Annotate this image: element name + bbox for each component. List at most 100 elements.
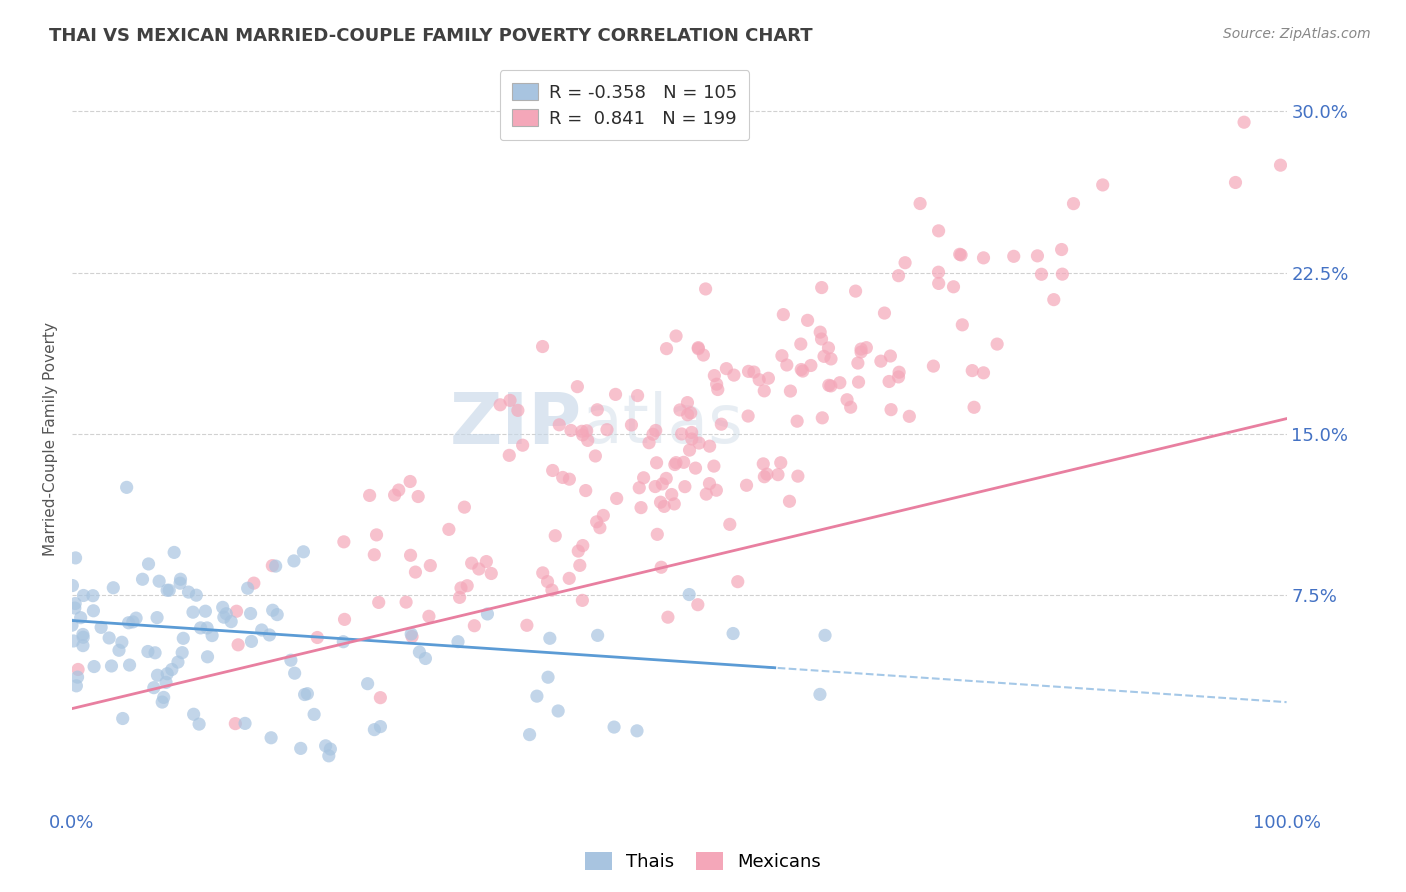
Point xyxy=(284,666,307,681)
Point xyxy=(498,448,520,462)
Point xyxy=(366,528,388,542)
Point xyxy=(115,480,138,494)
Point xyxy=(855,341,877,355)
Point xyxy=(571,428,593,442)
Point xyxy=(215,607,238,621)
Point xyxy=(669,403,692,417)
Point xyxy=(592,508,614,523)
Point xyxy=(703,368,725,383)
Point xyxy=(737,364,759,378)
Point xyxy=(877,375,900,389)
Point xyxy=(626,388,648,402)
Point xyxy=(664,497,686,511)
Point xyxy=(814,628,837,642)
Point xyxy=(735,478,758,492)
Point xyxy=(318,748,340,763)
Point xyxy=(849,345,872,359)
Point xyxy=(644,424,666,438)
Point xyxy=(384,488,406,502)
Point xyxy=(688,342,710,356)
Point xyxy=(148,574,170,589)
Point xyxy=(1233,115,1256,129)
Point xyxy=(536,574,558,589)
Point xyxy=(399,475,422,489)
Point xyxy=(183,707,205,722)
Point xyxy=(1026,249,1049,263)
Legend: Thais, Mexicans: Thais, Mexicans xyxy=(578,846,828,879)
Point xyxy=(928,277,950,291)
Point xyxy=(260,731,283,745)
Point xyxy=(586,402,609,417)
Point xyxy=(181,605,204,619)
Point xyxy=(499,393,522,408)
Point xyxy=(737,409,759,423)
Point xyxy=(887,268,910,283)
Point xyxy=(567,544,589,558)
Point xyxy=(186,588,208,602)
Point xyxy=(169,572,191,586)
Point xyxy=(150,695,173,709)
Point xyxy=(333,534,356,549)
Point xyxy=(835,392,858,407)
Point xyxy=(195,621,218,635)
Point xyxy=(638,435,661,450)
Point xyxy=(356,676,378,690)
Point xyxy=(479,566,502,581)
Point xyxy=(62,578,84,592)
Point xyxy=(172,632,194,646)
Point xyxy=(122,615,145,629)
Point xyxy=(811,410,834,425)
Point xyxy=(239,607,262,621)
Point xyxy=(544,529,567,543)
Point xyxy=(415,651,437,665)
Point xyxy=(224,716,246,731)
Point xyxy=(367,595,389,609)
Point xyxy=(655,342,678,356)
Point xyxy=(718,517,741,532)
Point xyxy=(541,463,564,477)
Point xyxy=(418,609,440,624)
Point xyxy=(531,339,554,353)
Point xyxy=(167,655,190,669)
Point xyxy=(620,417,643,432)
Point xyxy=(66,670,89,684)
Point xyxy=(703,459,725,474)
Point xyxy=(240,634,263,648)
Point xyxy=(506,403,529,417)
Point xyxy=(297,687,319,701)
Point xyxy=(67,663,90,677)
Point xyxy=(399,627,422,641)
Point xyxy=(721,626,744,640)
Point xyxy=(655,471,678,485)
Point xyxy=(567,379,589,393)
Point xyxy=(676,395,699,409)
Point xyxy=(671,426,693,441)
Text: THAI VS MEXICAN MARRIED-COUPLE FAMILY POVERTY CORRELATION CHART: THAI VS MEXICAN MARRIED-COUPLE FAMILY PO… xyxy=(49,27,813,45)
Point xyxy=(388,483,411,497)
Point xyxy=(575,483,598,498)
Point xyxy=(456,579,478,593)
Point xyxy=(605,387,627,401)
Point xyxy=(695,487,717,501)
Point xyxy=(908,196,931,211)
Point xyxy=(800,359,823,373)
Point xyxy=(307,631,329,645)
Point xyxy=(589,521,612,535)
Point xyxy=(650,560,672,574)
Point xyxy=(676,408,699,422)
Point xyxy=(766,467,789,482)
Point xyxy=(82,604,104,618)
Point xyxy=(769,456,792,470)
Point xyxy=(603,720,626,734)
Point xyxy=(538,632,561,646)
Point xyxy=(585,515,607,529)
Point xyxy=(928,224,950,238)
Point xyxy=(233,716,256,731)
Point xyxy=(652,500,675,514)
Point xyxy=(118,658,141,673)
Point xyxy=(292,545,315,559)
Point xyxy=(190,621,212,635)
Point xyxy=(460,556,482,570)
Point xyxy=(83,659,105,673)
Point xyxy=(259,628,281,642)
